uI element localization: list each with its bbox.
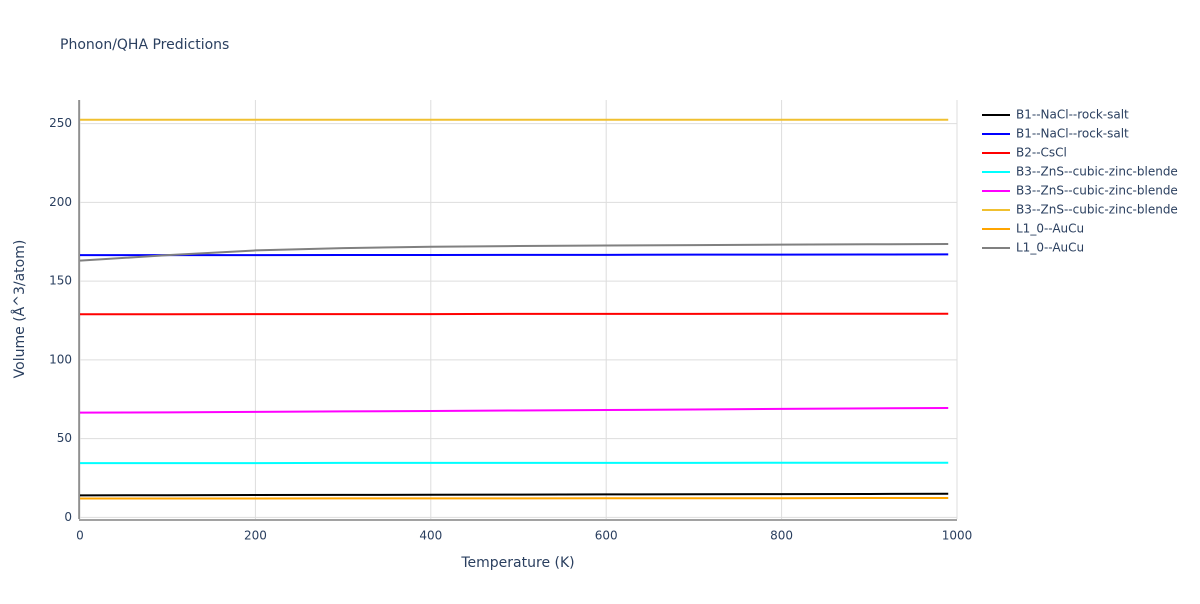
x-tick-label: 400 xyxy=(419,529,442,543)
legend-label: B1--NaCl--rock-salt xyxy=(1016,127,1129,141)
legend-label: B3--ZnS--cubic-zinc-blende xyxy=(1016,203,1178,217)
x-tick-label: 600 xyxy=(595,529,618,543)
y-tick-label: 0 xyxy=(64,510,72,524)
y-tick-label: 50 xyxy=(57,431,72,445)
legend-label: L1_0--AuCu xyxy=(1016,222,1084,236)
legend-label: B3--ZnS--cubic-zinc-blende xyxy=(1016,184,1178,198)
line-series xyxy=(80,494,948,496)
x-tick-label: 800 xyxy=(770,529,793,543)
line-series xyxy=(80,254,948,255)
y-tick-label: 250 xyxy=(49,116,72,130)
chart-title: Phonon/QHA Predictions xyxy=(60,37,229,53)
y-axis-title: Volume (Å^3/atom) xyxy=(11,240,28,379)
y-tick-label: 200 xyxy=(49,195,72,209)
x-tick-label: 0 xyxy=(76,529,84,543)
legend-label: B1--NaCl--rock-salt xyxy=(1016,108,1129,122)
x-tick-label: 200 xyxy=(244,529,267,543)
legend-label: L1_0--AuCu xyxy=(1016,241,1084,255)
x-tick-label: 1000 xyxy=(942,529,973,543)
line-series xyxy=(80,408,948,413)
x-axis-title: Temperature (K) xyxy=(460,555,574,571)
legend-label: B2--CsCl xyxy=(1016,146,1067,160)
legend-label: B3--ZnS--cubic-zinc-blende xyxy=(1016,165,1178,179)
y-tick-label: 100 xyxy=(49,352,72,366)
line-series xyxy=(80,244,948,261)
y-tick-label: 150 xyxy=(49,274,72,288)
